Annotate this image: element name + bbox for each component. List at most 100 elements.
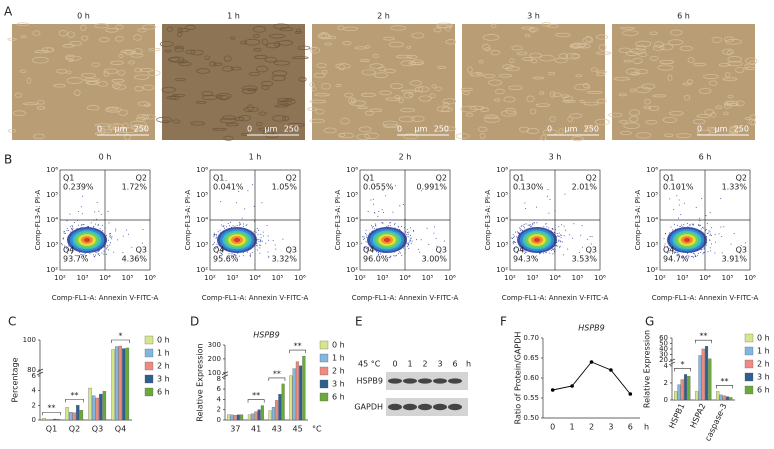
scale-label: µm: [265, 125, 278, 134]
cell: [638, 52, 648, 58]
event-dot: [701, 249, 703, 251]
event-dot: [687, 257, 689, 259]
event-dot: [513, 241, 515, 243]
event-dot: [521, 224, 523, 226]
event-dot: [547, 189, 549, 191]
bar: [704, 346, 709, 401]
event-dot: [66, 220, 68, 222]
legend-label: 0 h: [757, 334, 770, 343]
event-dot: [523, 225, 525, 227]
cell: [530, 108, 537, 115]
event-dot: [517, 250, 519, 252]
event-dot: [532, 222, 534, 224]
event-dot: [78, 224, 80, 226]
event-dot: [674, 251, 676, 253]
event-dot: [436, 245, 438, 247]
event-dot: [78, 256, 80, 258]
image-title: 2 h: [377, 12, 390, 21]
quadrant-percent: 0.130%: [513, 183, 544, 192]
cell: [494, 88, 505, 95]
event-dot: [402, 203, 404, 205]
event-dot: [103, 253, 105, 255]
event-dot: [89, 252, 91, 254]
event-dot: [222, 225, 224, 227]
cell: [664, 133, 674, 137]
event-dot: [552, 253, 554, 255]
cell: [649, 55, 659, 61]
cell: [83, 78, 100, 82]
cell: [629, 115, 639, 123]
event-dot: [379, 253, 381, 255]
x-tick-label: 43: [272, 425, 282, 434]
event-dot: [239, 221, 241, 223]
event-dot: [230, 221, 232, 223]
cell: [644, 98, 651, 105]
blot-band: [388, 403, 402, 411]
cell: [490, 49, 501, 56]
cell: [20, 35, 27, 38]
legend-swatch: [319, 353, 329, 363]
cell: [196, 68, 211, 74]
event-dot: [216, 246, 218, 248]
event-dot: [101, 252, 103, 254]
event-dot: [381, 222, 383, 224]
event-dot: [709, 231, 711, 233]
x-tick-label: 10²: [204, 274, 216, 282]
event-dot: [142, 228, 144, 230]
event-dot: [375, 251, 377, 253]
x-tick-label: 6: [628, 423, 633, 432]
cell: [724, 100, 735, 105]
event-dot: [406, 232, 408, 234]
event-dot: [260, 233, 262, 235]
event-dot: [513, 236, 515, 238]
event-dot: [407, 243, 409, 245]
cell: [26, 77, 32, 84]
event-dot: [84, 252, 86, 254]
event-dot: [672, 253, 674, 255]
cell: [469, 105, 485, 111]
event-dot: [361, 242, 363, 244]
cell: [264, 56, 277, 63]
cell: [526, 95, 535, 103]
cell: [309, 99, 327, 104]
event-dot: [95, 251, 97, 253]
event-dot: [410, 237, 412, 239]
legend-label: 1 h: [332, 354, 345, 363]
event-dot: [709, 211, 711, 213]
event-dot: [573, 223, 575, 225]
event-dot: [523, 223, 525, 225]
blot-band: [448, 378, 462, 384]
event-dot: [82, 195, 84, 197]
event-dot: [411, 240, 413, 242]
y-tick-label: 10³: [196, 241, 208, 249]
event-dot: [693, 223, 695, 225]
point: [550, 388, 555, 392]
event-dot: [268, 256, 270, 258]
event-dot: [723, 226, 725, 228]
y-tick-label: 10⁵: [346, 191, 358, 199]
y-tick-label: 0.50: [523, 414, 539, 422]
event-dot: [525, 251, 527, 253]
cell: [571, 136, 584, 142]
event-dot: [364, 237, 366, 239]
event-dot: [708, 230, 710, 232]
quadrant-name: Q4: [63, 246, 74, 255]
cell: [455, 133, 470, 139]
cell: [337, 25, 345, 31]
significance-bracket: [111, 339, 130, 343]
cell: [359, 126, 372, 133]
cell: [133, 34, 142, 41]
y-tick-label: 6: [32, 372, 37, 380]
event-dot: [126, 229, 128, 231]
event-dot: [687, 252, 689, 254]
density-contour: [533, 237, 541, 243]
event-dot: [109, 244, 111, 246]
x-tick-label: Q2: [69, 425, 80, 434]
cell: [148, 47, 161, 52]
legend-swatch: [144, 374, 154, 384]
cell: [383, 123, 399, 129]
cell: [727, 94, 734, 99]
event-dot: [213, 243, 215, 245]
event-dot: [517, 232, 519, 234]
cell: [124, 49, 134, 55]
